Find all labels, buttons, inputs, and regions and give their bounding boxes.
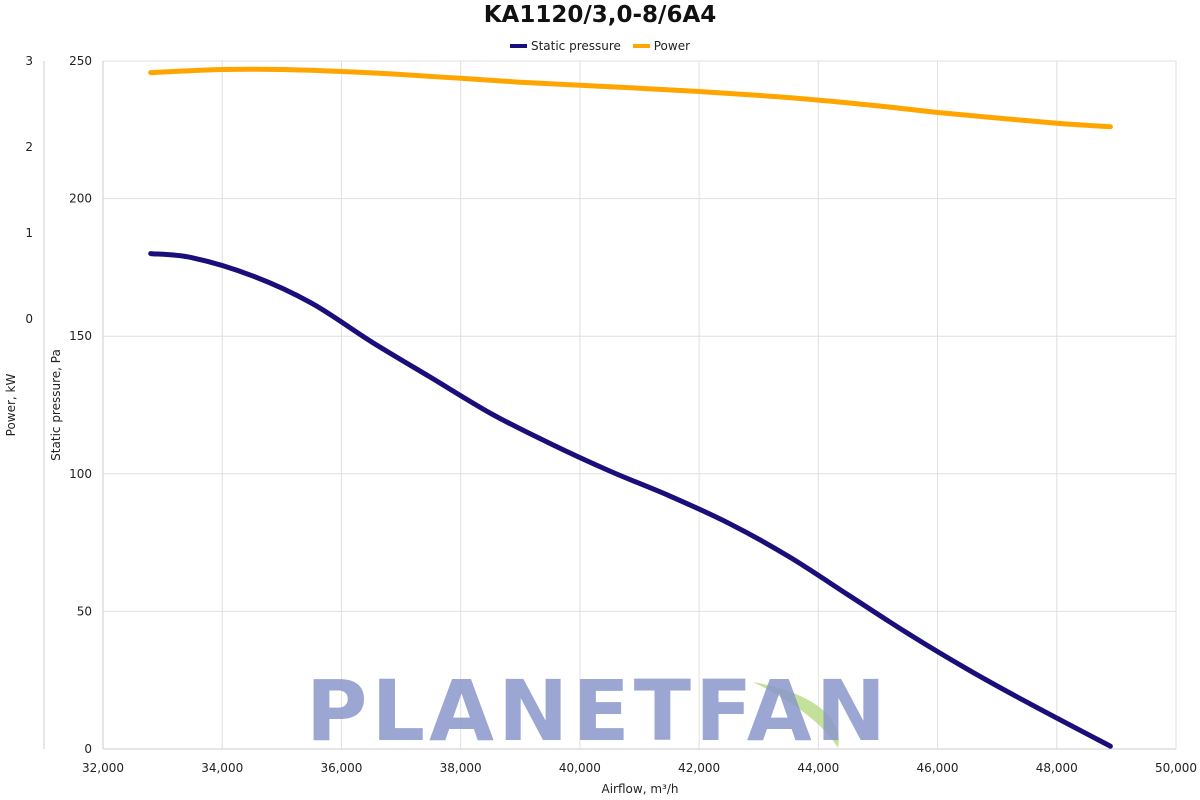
y-tick-label-static-pressure: 200	[69, 192, 92, 206]
planetfan-watermark: PLANETFAN	[306, 662, 890, 760]
chart-title: KA1120/3,0-8/6A4	[483, 2, 717, 28]
watermark-leaf-icon	[753, 682, 839, 748]
series-line-static-pressure	[148, 251, 1113, 749]
x-tick-label: 50,000	[1155, 761, 1197, 775]
series-line-power	[148, 66, 1113, 130]
legend-label-static-pressure: Static pressure	[530, 39, 621, 53]
x-tick-label: 42,000	[678, 761, 720, 775]
watermark-text: PLANETFAN	[306, 662, 890, 760]
y-tick-label-static-pressure: 250	[69, 54, 92, 68]
grid	[102, 60, 1177, 750]
y-tick-label-power: 0	[25, 312, 33, 326]
x-tick-label: 48,000	[1036, 761, 1078, 775]
legend-swatch-power	[632, 44, 650, 48]
x-tick-label: 40,000	[559, 761, 601, 775]
legend: Static pressure Power	[0, 36, 1200, 54]
y-tick-label-static-pressure: 50	[77, 604, 92, 618]
y-tick-label-static-pressure: 150	[69, 329, 92, 343]
x-tick-label: 44,000	[797, 761, 839, 775]
y-axis-title-power: Power, kW	[4, 374, 18, 437]
legend-label-power: Power	[653, 39, 691, 53]
y-tick-label-power: 1	[25, 226, 33, 240]
x-tick-label: 32,000	[82, 761, 124, 775]
y-tick-label-power: 3	[25, 54, 33, 68]
y-tick-label-static-pressure: 0	[84, 742, 92, 756]
legend-item-power[interactable]: Power	[632, 38, 691, 54]
legend-item-static-pressure[interactable]: Static pressure	[509, 38, 621, 54]
x-tick-label: 36,000	[320, 761, 362, 775]
series	[148, 66, 1113, 749]
x-tick-label: 46,000	[917, 761, 959, 775]
x-axis-title: Airflow, m³/h	[602, 782, 679, 796]
y-tick-label-static-pressure: 100	[69, 467, 92, 481]
axes	[43, 61, 1176, 750]
y-axis-title-static-pressure: Static pressure, Pa	[49, 349, 63, 461]
x-tick-label: 38,000	[440, 761, 482, 775]
tick-labels: 32,000 34,000 36,000 38,000 40,000 42,000 44,0…	[25, 54, 1197, 775]
x-tick-label: 34,000	[201, 761, 243, 775]
legend-swatch-static-pressure	[509, 44, 527, 48]
y-tick-label-power: 2	[25, 140, 33, 154]
